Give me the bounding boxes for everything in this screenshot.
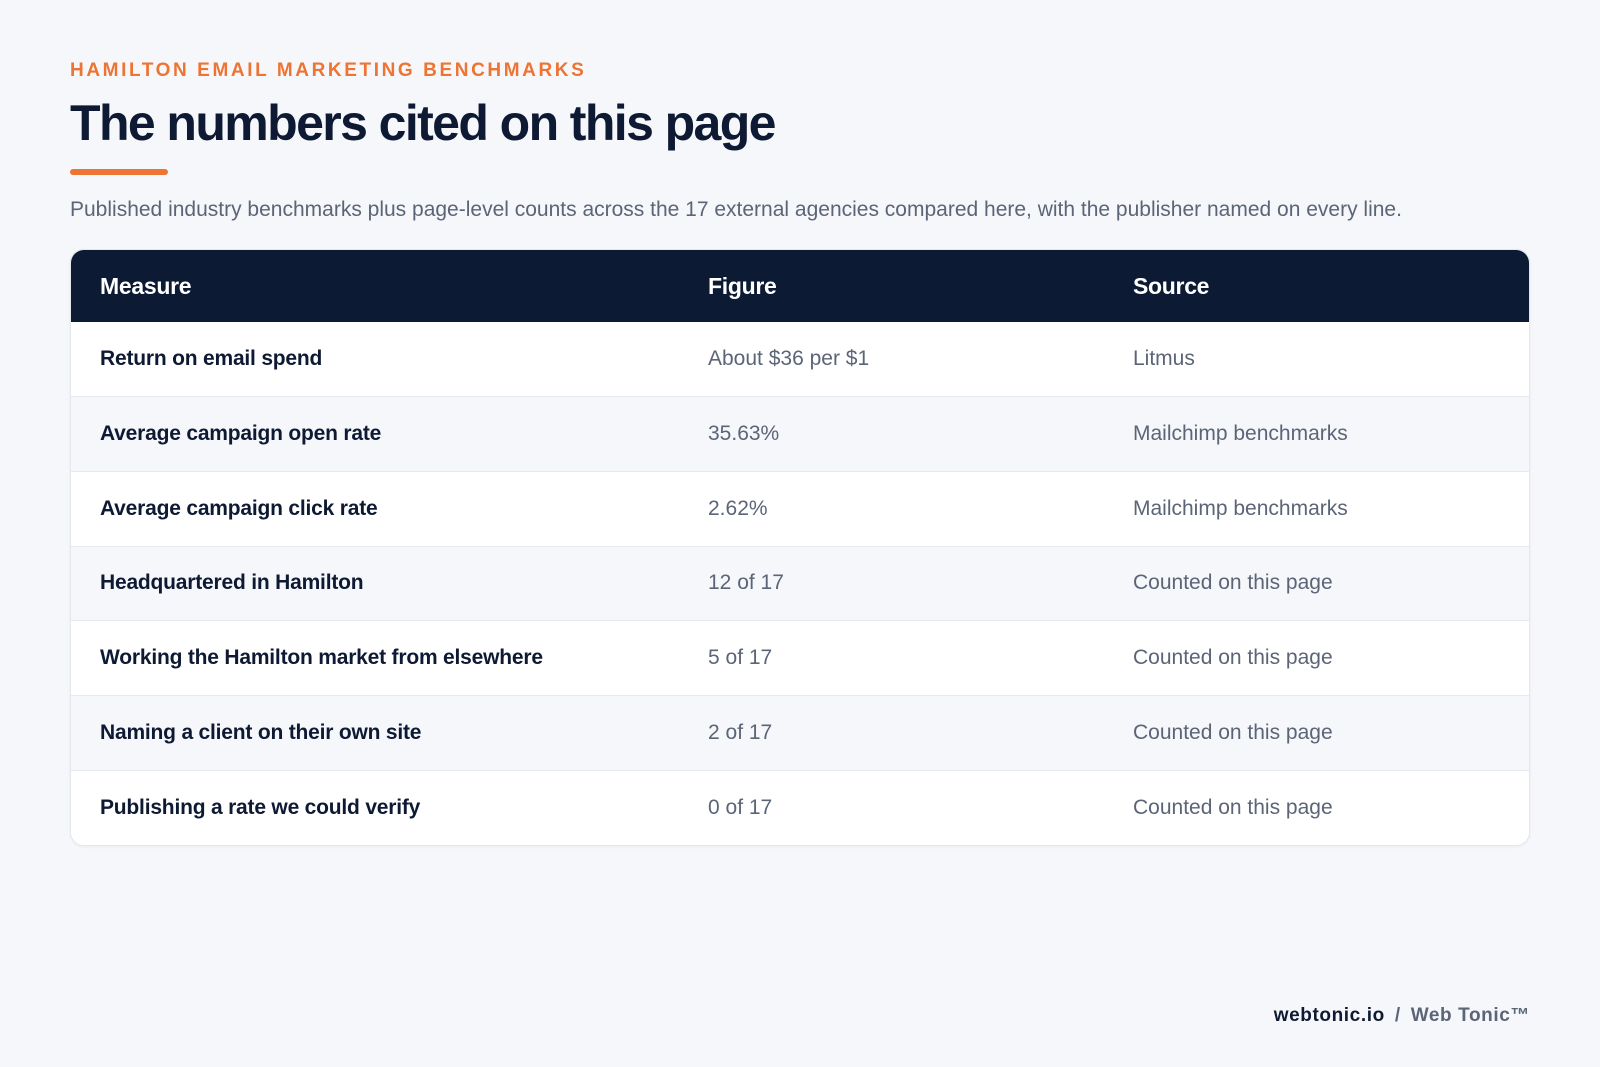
column-header-figure: Figure [708, 272, 777, 299]
table-row: Publishing a rate we could verify 0 of 1… [71, 770, 1529, 845]
table-header: Measure Figure Source [71, 250, 1529, 322]
cell-measure: Average campaign click rate [100, 496, 378, 520]
table-row: Naming a client on their own site 2 of 1… [71, 695, 1529, 771]
cell-source: Mailchimp benchmarks [1133, 422, 1348, 446]
table-row: Headquartered in Hamilton 12 of 17 Count… [71, 546, 1529, 621]
cell-measure: Average campaign open rate [100, 422, 382, 446]
cell-figure: 5 of 17 [708, 646, 773, 670]
page-title: The numbers cited on this page [70, 95, 776, 151]
cell-measure: Working the Hamilton market from elsewhe… [100, 646, 543, 670]
benchmarks-table-card: Measure Figure Source Return on email sp… [70, 249, 1530, 846]
table-row: Working the Hamilton market from elsewhe… [71, 620, 1529, 696]
column-header-source: Source [1133, 272, 1210, 299]
cell-figure: 0 of 17 [708, 795, 773, 819]
page-subtitle: Published industry benchmarks plus page-… [70, 198, 1402, 221]
table-row: Average campaign open rate 35.63% Mailch… [71, 396, 1529, 472]
table-body: Return on email spend About $36 per $1 L… [71, 322, 1529, 845]
cell-measure: Headquartered in Hamilton [100, 571, 364, 595]
cell-source: Counted on this page [1133, 646, 1333, 670]
cell-source: Counted on this page [1133, 795, 1333, 819]
column-header-measure: Measure [100, 272, 192, 299]
cell-source: Counted on this page [1133, 571, 1333, 595]
cell-source: Counted on this page [1133, 720, 1333, 744]
cell-measure: Return on email spend [100, 347, 323, 371]
cell-figure: 2.62% [708, 496, 768, 520]
cell-measure: Publishing a rate we could verify [100, 795, 421, 819]
cell-figure: 12 of 17 [708, 571, 784, 595]
cell-figure: About $36 per $1 [708, 347, 870, 371]
footer-site-link[interactable]: webtonic.io [1273, 1005, 1385, 1026]
table-row: Average campaign click rate 2.62% Mailch… [71, 471, 1529, 547]
footer-credit: webtonic.io / Web Tonic™ [1274, 1005, 1530, 1027]
title-underline [70, 169, 168, 175]
table-row: Return on email spend About $36 per $1 L… [71, 322, 1529, 397]
footer-brand: Web Tonic™ [1410, 1005, 1530, 1026]
cell-measure: Naming a client on their own site [100, 720, 422, 744]
benchmarks-table: Measure Figure Source Return on email sp… [71, 250, 1529, 845]
eyebrow-label: HAMILTON EMAIL MARKETING BENCHMARKS [70, 60, 587, 81]
table-header-row: Measure Figure Source [71, 250, 1529, 322]
footer-separator: / [1394, 1005, 1401, 1026]
cell-source: Mailchimp benchmarks [1133, 496, 1348, 520]
cell-source: Litmus [1133, 347, 1195, 371]
cell-figure: 35.63% [708, 422, 780, 446]
cell-figure: 2 of 17 [708, 720, 773, 744]
